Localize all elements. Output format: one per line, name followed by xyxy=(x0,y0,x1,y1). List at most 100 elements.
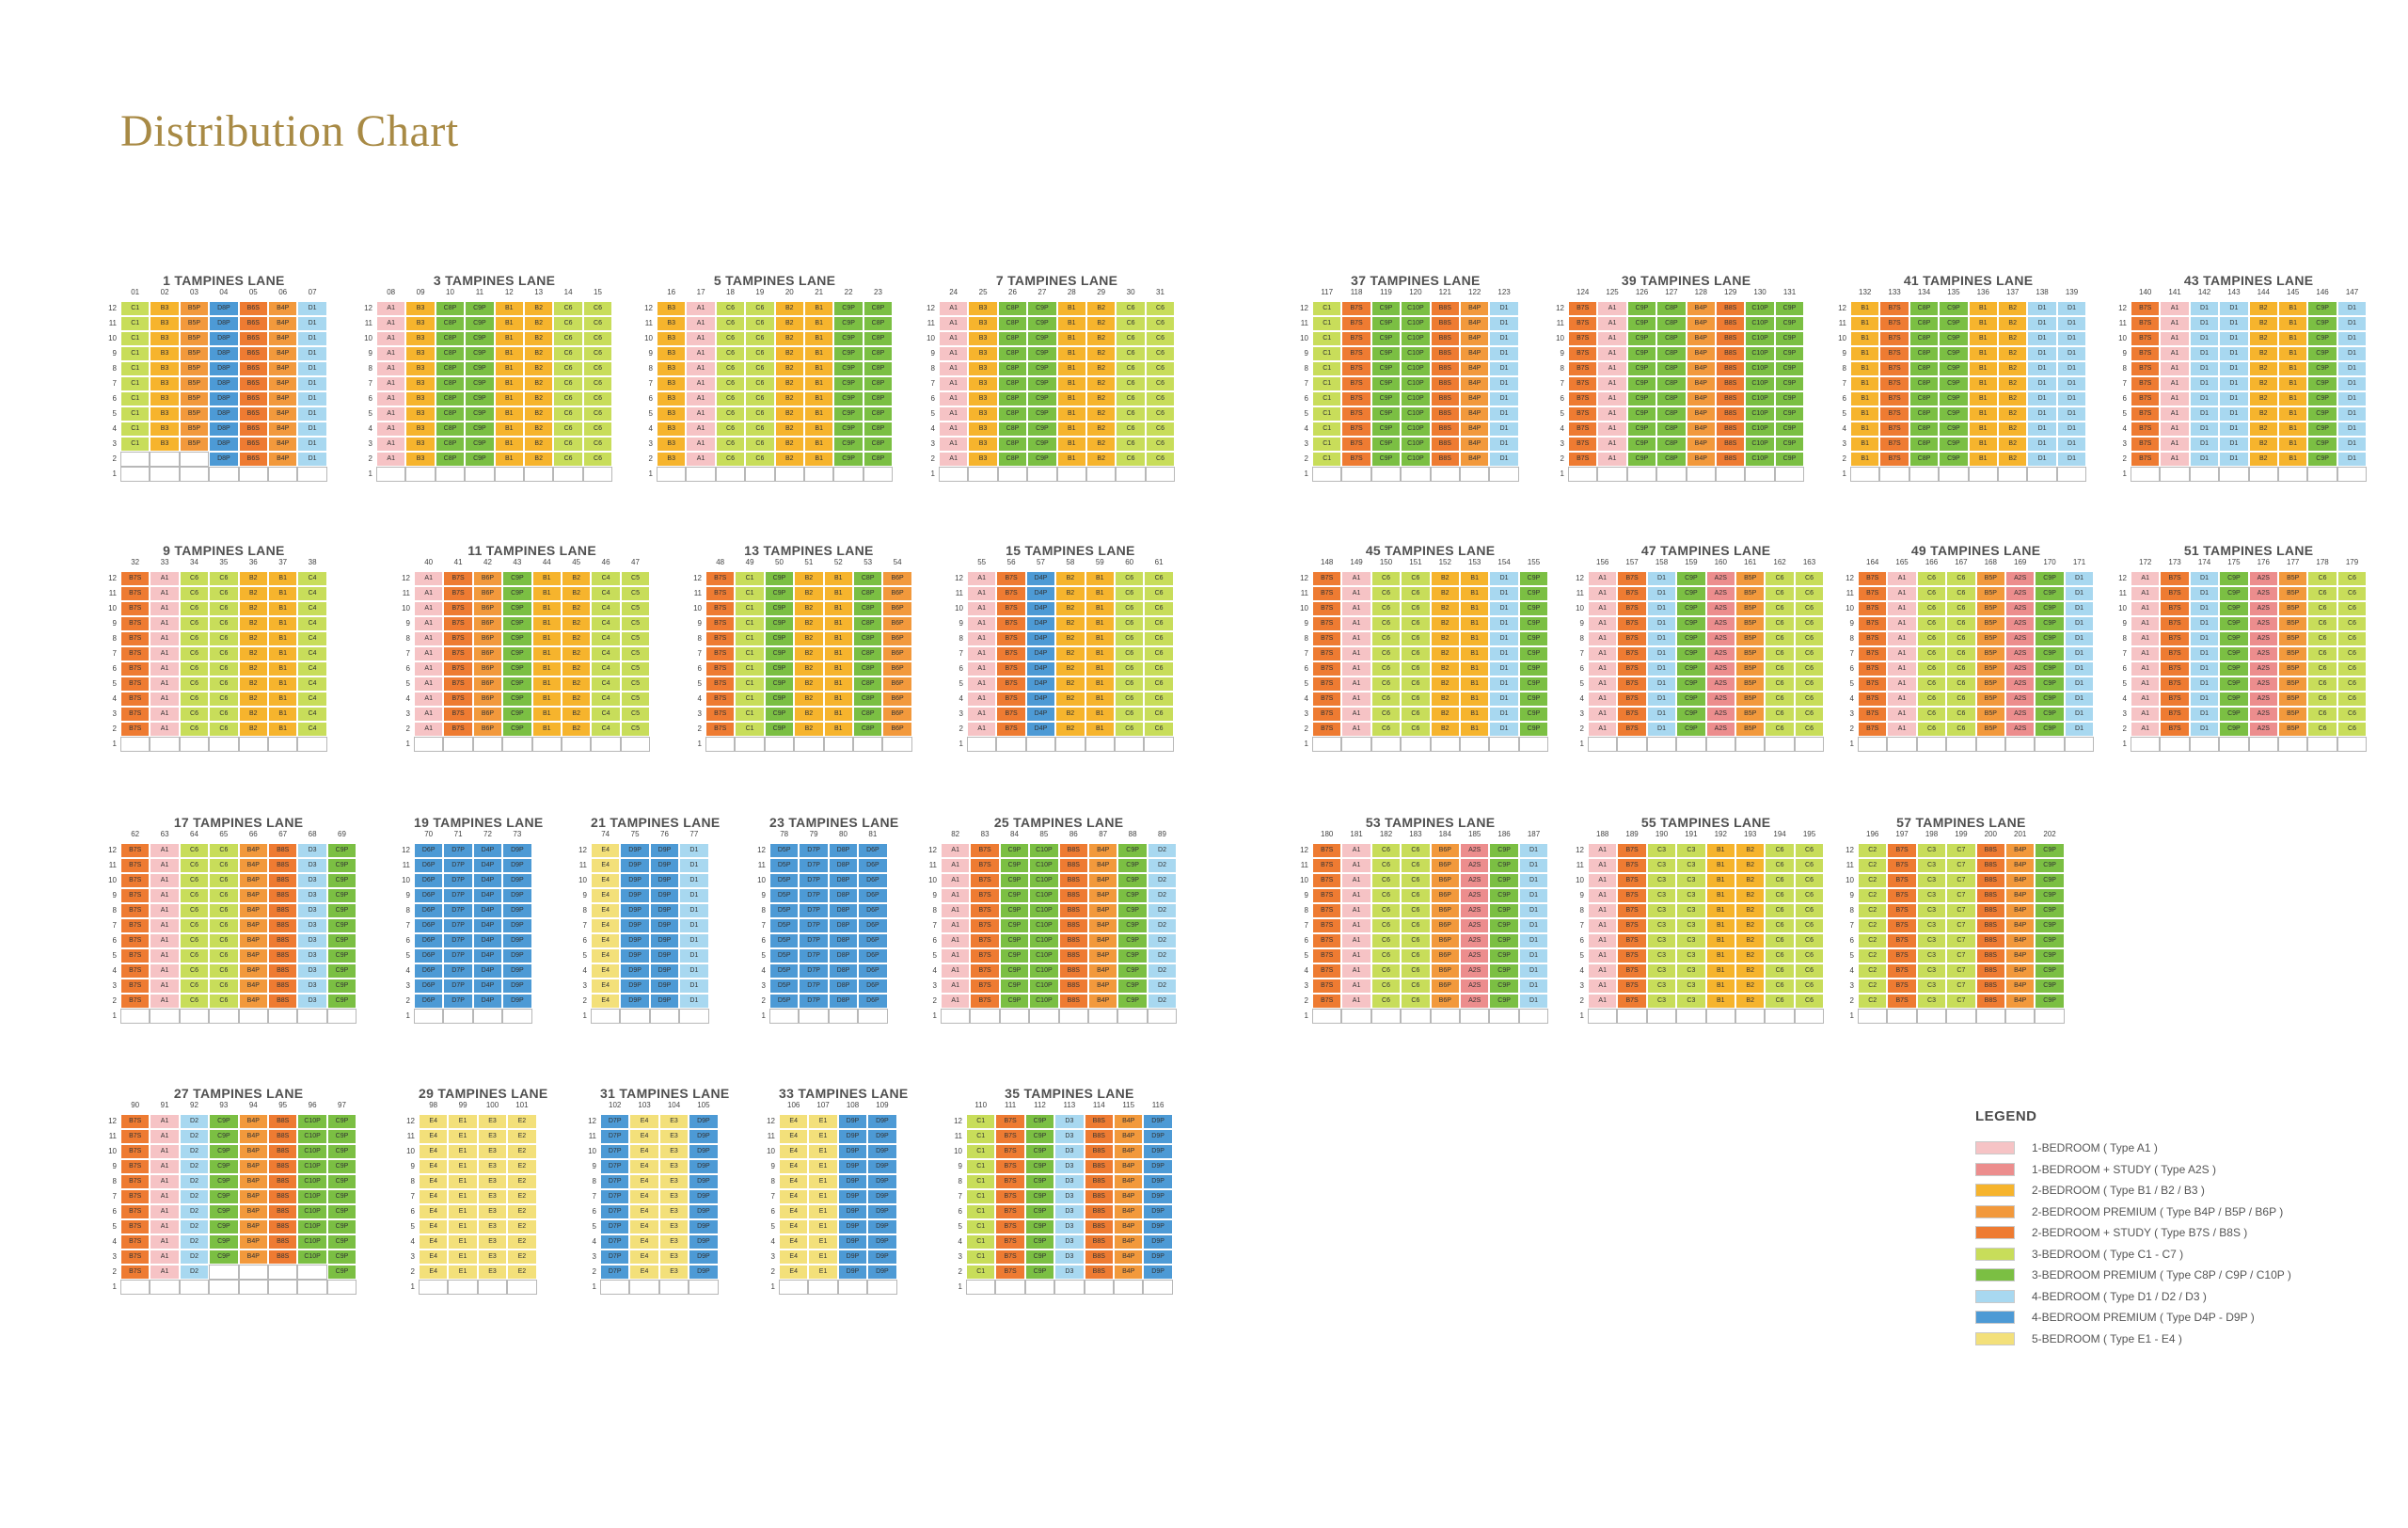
unit-cell: C1 xyxy=(1312,391,1342,406)
floor-label: 4 xyxy=(1567,963,1584,979)
floor-label: 1 xyxy=(100,1009,117,1024)
stack-number: 168 xyxy=(1976,558,2005,566)
stack-number: 55 xyxy=(967,558,996,566)
unit-cell: C6 xyxy=(582,331,613,346)
stack-number: 116 xyxy=(1143,1101,1172,1109)
stack-number: 42 xyxy=(473,558,502,566)
unit-cell: D1 xyxy=(1489,376,1519,391)
stack-number: 30 xyxy=(1116,288,1145,296)
unit-cell: C9P xyxy=(326,1219,357,1234)
unit-cell: B1 xyxy=(1056,331,1086,346)
unit-cell: B1 xyxy=(823,601,853,616)
empty-unit-cell xyxy=(1312,737,1342,752)
unit-cell: B1 xyxy=(1460,571,1490,586)
unit-cell: B4P xyxy=(238,948,268,963)
unit-cell: D4P xyxy=(1025,722,1056,737)
unit-cell: C1 xyxy=(966,1234,996,1249)
unit-cell: B1 xyxy=(2278,376,2308,391)
unit-cell: C6 xyxy=(1144,646,1174,661)
unit-cell: D1 xyxy=(2219,361,2249,376)
unit-cell: D4P xyxy=(1025,571,1056,586)
empty-unit-cell xyxy=(209,1265,239,1280)
unit-cell: D7P xyxy=(799,948,829,963)
unit-cell: B3 xyxy=(150,406,180,422)
unit-cell: B1 xyxy=(1968,361,1998,376)
unit-cell: E1 xyxy=(808,1204,838,1219)
empty-unit-cell xyxy=(326,1280,357,1295)
unit-cell: B7S xyxy=(1617,979,1647,994)
empty-unit-cell xyxy=(1086,467,1117,482)
block-21: 25 TAMPINES LANE 82 83 84 85 86 87 88 89 12 A1 B7S C… xyxy=(928,815,1178,1024)
unit-cell: C6 xyxy=(715,391,746,406)
stack-number: 82 xyxy=(941,830,970,838)
floor-label: 11 xyxy=(946,586,963,601)
stack-number: 127 xyxy=(1656,288,1686,296)
empty-unit-cell xyxy=(939,467,969,482)
unit-cell: C4 xyxy=(591,616,621,631)
unit-cell: B7S xyxy=(1887,858,1917,873)
unit-cell: C9P xyxy=(209,1129,239,1144)
unit-cell: D1 xyxy=(2337,437,2368,452)
unit-cell: E4 xyxy=(629,1204,659,1219)
floor-label: 11 xyxy=(100,586,117,601)
unit-cell: C6 xyxy=(2307,707,2337,722)
floor-label: 4 xyxy=(749,963,766,979)
unit-cell: C6 xyxy=(1794,661,1825,676)
stack-number: 146 xyxy=(2307,288,2337,296)
unit-cell: C9P xyxy=(1939,331,1969,346)
unit-cell: C9P xyxy=(1489,918,1519,933)
unit-cell: B6S xyxy=(238,301,268,316)
block-title: 51 TAMPINES LANE xyxy=(2131,543,2367,558)
legend-item: 4-BEDROOM ( Type D1 / D2 / D3 ) xyxy=(1975,1286,2291,1308)
floor-label: 1 xyxy=(398,1280,415,1295)
unit-cell: B1 xyxy=(1056,376,1086,391)
floor-label: 3 xyxy=(758,1249,775,1265)
unit-cell: C5 xyxy=(620,661,651,676)
unit-cell: C9P xyxy=(1117,903,1148,918)
floor-label: 1 xyxy=(100,467,117,482)
unit-cell: C6 xyxy=(209,933,239,948)
unit-cell: C6 xyxy=(1115,601,1145,616)
floor-label: 9 xyxy=(1567,616,1584,631)
empty-unit-cell xyxy=(863,467,894,482)
stack-number: 64 xyxy=(180,830,209,838)
unit-cell: C9P xyxy=(1676,631,1706,646)
unit-cell: D1 xyxy=(1489,361,1519,376)
floor-label: 7 xyxy=(945,1189,962,1204)
unit-cell: C9P xyxy=(999,948,1030,963)
unit-cell: C8P xyxy=(863,452,894,467)
floor-label: 5 xyxy=(945,1219,962,1234)
empty-unit-cell xyxy=(297,737,327,752)
unit-cell: B1 xyxy=(268,692,298,707)
unit-cell: A1 xyxy=(941,903,971,918)
unit-cell: B7S xyxy=(2160,601,2190,616)
unit-cell: A1 xyxy=(967,692,997,707)
unit-cell: C9P xyxy=(1024,1189,1055,1204)
floor-label: 5 xyxy=(398,1219,415,1234)
floor-label: 11 xyxy=(2110,586,2127,601)
unit-cell: D1 xyxy=(1489,676,1519,692)
unit-cell: B2 xyxy=(2248,376,2278,391)
stack-number: 134 xyxy=(1909,288,1939,296)
empty-unit-cell xyxy=(657,467,687,482)
unit-cell: C10P xyxy=(297,1159,327,1174)
unit-cell: C6 xyxy=(1765,707,1795,722)
stack-number: 199 xyxy=(1946,830,1975,838)
unit-cell: B5P xyxy=(1975,661,2005,676)
empty-unit-cell xyxy=(238,1009,268,1024)
unit-cell: C10P xyxy=(1029,948,1059,963)
unit-cell: C6 xyxy=(179,918,210,933)
unit-cell: E4 xyxy=(591,918,621,933)
unit-cell: D9P xyxy=(867,1234,897,1249)
unit-cell: C6 xyxy=(1145,452,1176,467)
floor-label: 4 xyxy=(1291,422,1308,437)
unit-cell: E4 xyxy=(779,1114,809,1129)
unit-cell: B7S xyxy=(1879,301,1909,316)
unit-cell: B1 xyxy=(2278,361,2308,376)
unit-cell: B1 xyxy=(494,301,524,316)
unit-cell: B8S xyxy=(1058,858,1088,873)
unit-cell: D2 xyxy=(1147,888,1178,903)
unit-cell: C8P xyxy=(1909,452,1940,467)
unit-cell: B3 xyxy=(657,346,687,361)
unit-cell: C6 xyxy=(1370,616,1402,631)
